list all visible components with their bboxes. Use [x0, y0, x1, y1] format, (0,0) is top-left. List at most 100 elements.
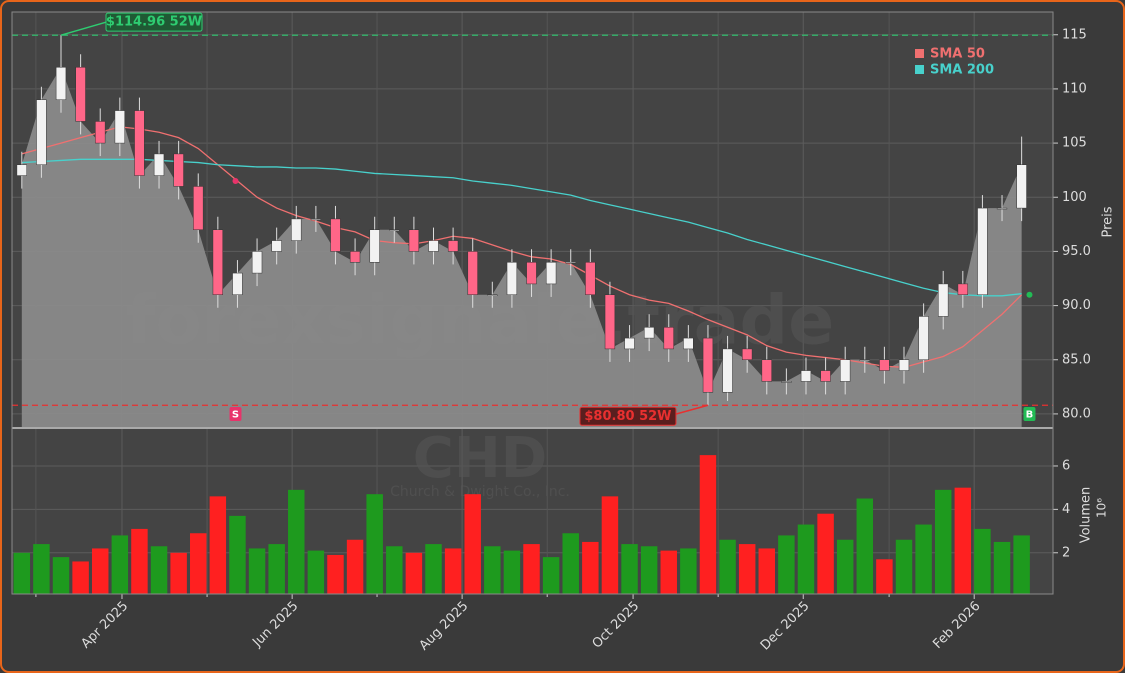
- legend-label: SMA 200: [930, 63, 994, 78]
- candle-body: [702, 337, 714, 393]
- candle-body: [585, 262, 596, 295]
- candle-body: [938, 283, 949, 317]
- candle-body: [604, 294, 616, 350]
- signal-dot: [1026, 291, 1033, 298]
- volume-bar: [444, 548, 462, 594]
- volume-bar: [876, 559, 893, 594]
- candle-body: [232, 272, 243, 296]
- volume-bar: [562, 533, 579, 594]
- volume-unit: 10⁶: [1095, 498, 1109, 518]
- annotation-arrow: [60, 21, 107, 36]
- volume-bar: [425, 544, 442, 594]
- volume-bar: [52, 557, 70, 594]
- candle-body: [565, 262, 576, 264]
- volume-bar: [993, 541, 1011, 594]
- volume-bar: [229, 515, 246, 594]
- candle-body: [957, 283, 968, 295]
- candle-body: [918, 316, 929, 360]
- volume-bar: [738, 544, 756, 594]
- candle-body: [134, 110, 145, 176]
- legend-label: SMA 50: [930, 47, 985, 62]
- volume-bar: [582, 541, 599, 594]
- volume-bar: [346, 539, 364, 594]
- volume-bar: [111, 535, 129, 594]
- candle-body: [153, 153, 165, 176]
- y-axis-label: Preis: [1101, 206, 1116, 237]
- candle-body: [1016, 164, 1027, 209]
- volume-bar: [954, 487, 972, 594]
- legend-swatch: [915, 49, 924, 58]
- volume-bar: [209, 496, 227, 594]
- legend-swatch: [915, 65, 924, 74]
- volume-bar: [1013, 535, 1030, 594]
- candle-body: [624, 337, 635, 350]
- volume-bar: [934, 489, 952, 594]
- volume-bar: [601, 496, 619, 594]
- candle-body: [251, 251, 263, 274]
- volume-bar: [72, 561, 89, 594]
- volume-tick-label: 6: [1062, 458, 1070, 473]
- annotation-label: $114.96 52W: [106, 15, 202, 30]
- volume-bar: [621, 544, 638, 594]
- volume-bar: [484, 546, 501, 594]
- volume-bar: [366, 494, 383, 594]
- y-tick-label: 115: [1062, 27, 1087, 42]
- volume-bar: [680, 548, 697, 594]
- candle-body: [55, 67, 67, 100]
- candle-body: [859, 359, 870, 361]
- volume-bar: [91, 548, 109, 594]
- candle-body: [996, 207, 1008, 210]
- annotation-box: [105, 12, 203, 32]
- candle-body: [800, 370, 812, 382]
- candle-body: [428, 240, 439, 252]
- volume-bar: [268, 544, 285, 594]
- y-tick-label: 95.0: [1062, 244, 1091, 259]
- volume-bar: [817, 513, 834, 594]
- signal-label: B: [1026, 410, 1034, 421]
- volume-bar: [327, 554, 344, 594]
- candle-body: [369, 229, 380, 263]
- candle-body: [408, 229, 420, 252]
- volume-bar: [288, 489, 305, 594]
- candle-body: [114, 110, 125, 144]
- candle-body: [389, 229, 400, 231]
- candle-body: [820, 370, 831, 382]
- sma-line: [21, 158, 1022, 297]
- candle-body: [643, 327, 655, 339]
- signal-dot: [232, 178, 239, 184]
- volume-bar: [640, 546, 658, 594]
- candle-body: [36, 99, 47, 165]
- candle-body: [487, 294, 498, 296]
- y-tick-label: 110: [1062, 81, 1087, 96]
- volume-bar: [464, 494, 481, 594]
- candle-body: [349, 251, 361, 263]
- candle-body: [761, 359, 772, 382]
- volume-bar: [523, 544, 540, 594]
- candle-body: [330, 218, 341, 252]
- annotation-label: $80.80 52W: [584, 409, 671, 424]
- volume-bar: [895, 539, 913, 594]
- candle-body: [291, 218, 302, 241]
- candle-body: [526, 262, 537, 285]
- candle-body: [663, 327, 674, 350]
- candle-body: [898, 359, 910, 371]
- candle-body: [310, 218, 322, 221]
- volume-bar: [150, 546, 168, 594]
- volume-tick-label: 2: [1062, 545, 1070, 560]
- symbol-watermark: CHD: [413, 426, 547, 491]
- volume-bar: [915, 524, 932, 594]
- candle-body: [193, 186, 204, 231]
- volume-bar: [248, 548, 266, 594]
- candle-body: [840, 359, 851, 382]
- candle-body: [95, 121, 106, 144]
- signal-box: [1023, 407, 1036, 421]
- candle-body: [16, 164, 27, 176]
- volume-tick-label: 4: [1062, 502, 1070, 517]
- plot-border: [11, 11, 1054, 595]
- candle-body: [271, 240, 282, 252]
- candle-body: [75, 67, 86, 122]
- candle-body: [977, 207, 988, 295]
- candle-body: [447, 240, 459, 252]
